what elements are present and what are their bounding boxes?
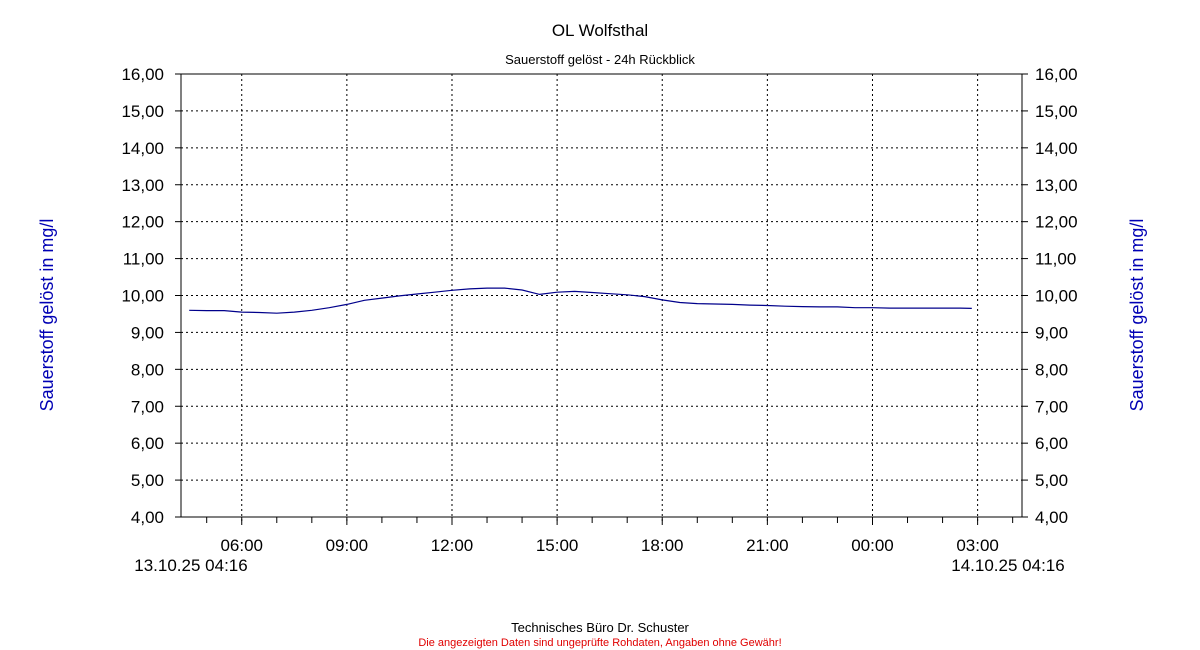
y-axis-ticks: 4,00 4,00 5,00 5,00 6,00 6,00 7,00 7,00 8,00 8,00… <box>121 65 1077 527</box>
y-tick-label-left: 12,00 <box>121 213 164 232</box>
y-tick-label-left: 5,00 <box>131 471 164 490</box>
x-tick-label: 15:00 <box>536 536 579 555</box>
y-axis-label-left: Sauerstoff gelöst in mg/l <box>37 219 57 412</box>
y-tick-label-right: 11,00 <box>1035 250 1076 269</box>
x-tick-label: 06:00 <box>220 536 263 555</box>
y-tick-label-left: 11,00 <box>123 250 164 269</box>
y-tick-label-right: 12,00 <box>1035 213 1078 232</box>
series-line-sauerstoff <box>189 287 972 314</box>
y-tick-label-right: 5,00 <box>1035 471 1068 490</box>
x-tick-label: 00:00 <box>851 536 894 555</box>
y-tick-label-right: 10,00 <box>1035 287 1078 306</box>
x-start-label: 13.10.25 04:16 <box>134 556 247 575</box>
y-tick-label-right: 9,00 <box>1035 323 1068 342</box>
series-layer <box>189 287 972 314</box>
footer-disclaimer: Die angezeigten Daten sind ungeprüfte Ro… <box>418 637 781 649</box>
y-tick-label-right: 6,00 <box>1035 434 1068 453</box>
y-tick-label-left: 15,00 <box>121 102 164 121</box>
x-tick-label: 18:00 <box>641 536 684 555</box>
x-tick-label: 09:00 <box>326 536 369 555</box>
y-tick-label-left: 8,00 <box>131 360 164 379</box>
y-tick-label-left: 7,00 <box>131 397 164 416</box>
x-end-label: 14.10.25 04:16 <box>951 556 1064 575</box>
x-tick-label: 12:00 <box>431 536 474 555</box>
y-tick-label-left: 4,00 <box>131 508 164 527</box>
x-axis-ticks: 06:00 09:00 12:00 15:00 18:00 21:00 00:00 03:00 <box>206 517 1014 555</box>
y-tick-label-left: 9,00 <box>131 323 164 342</box>
chart-title: OL Wolfsthal <box>552 21 648 40</box>
y-axis-label-right: Sauerstoff gelöst in mg/l <box>1127 219 1147 412</box>
y-tick-label-left: 13,00 <box>121 176 164 195</box>
y-tick-label-right: 13,00 <box>1035 176 1078 195</box>
y-tick-label-left: 16,00 <box>121 65 164 84</box>
chart-subtitle: Sauerstoff gelöst - 24h Rückblick <box>505 52 695 67</box>
y-tick-label-left: 10,00 <box>121 287 164 306</box>
y-tick-label-left: 14,00 <box>121 139 164 158</box>
y-tick-label-right: 4,00 <box>1035 508 1068 527</box>
grid-layer <box>181 74 1022 524</box>
x-tick-label: 03:00 <box>956 536 999 555</box>
y-tick-label-right: 7,00 <box>1035 397 1068 416</box>
footer-credit: Technisches Büro Dr. Schuster <box>511 620 689 635</box>
y-tick-label-right: 8,00 <box>1035 360 1068 379</box>
x-tick-label: 21:00 <box>746 536 789 555</box>
y-tick-label-right: 15,00 <box>1035 102 1078 121</box>
y-tick-label-right: 16,00 <box>1035 65 1078 84</box>
y-tick-label-right: 14,00 <box>1035 139 1078 158</box>
y-tick-label-left: 6,00 <box>131 434 164 453</box>
